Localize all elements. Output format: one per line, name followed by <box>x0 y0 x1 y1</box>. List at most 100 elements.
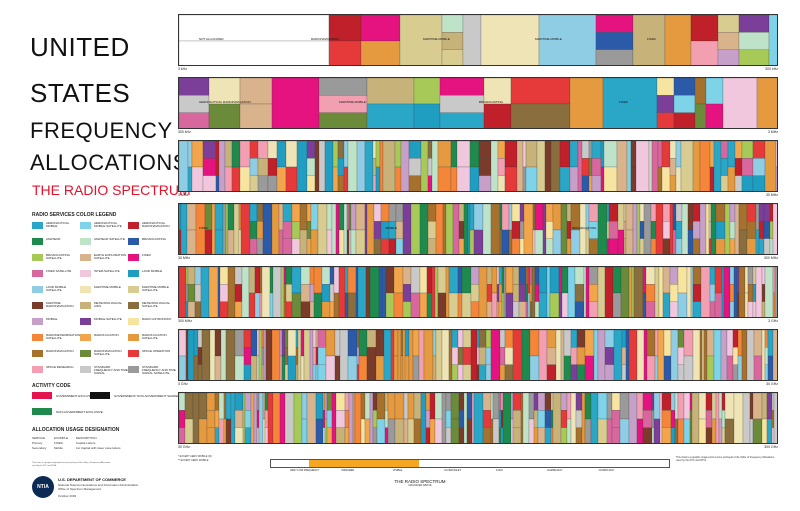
legend-label: SPACE OPERATION <box>142 349 171 353</box>
allocation-block <box>291 238 301 254</box>
allocation-block <box>662 267 671 294</box>
allocation-block <box>263 330 267 380</box>
allocation-block <box>490 418 494 443</box>
allocation-block <box>300 355 305 380</box>
allocation-block <box>186 229 197 254</box>
allocation-block <box>767 330 774 357</box>
allocation-block <box>343 166 349 191</box>
allocation-block <box>373 204 382 222</box>
allocation-block <box>227 267 236 317</box>
allocation-block <box>570 229 581 254</box>
allocation-block <box>498 301 503 317</box>
allocation-block <box>496 301 500 317</box>
allocation-block <box>346 229 350 254</box>
allocation-block <box>448 330 453 380</box>
allocation-block <box>249 175 259 191</box>
allocation-block <box>537 393 546 411</box>
allocation-block <box>437 292 447 317</box>
allocation-block <box>648 141 653 191</box>
allocation-block <box>559 141 571 168</box>
allocation-block <box>269 267 274 294</box>
allocation-block <box>360 15 401 42</box>
allocation-block <box>692 238 701 254</box>
legend-label: AERONAUTICAL MOBILE SATELLITE <box>94 221 122 228</box>
allocation-block <box>752 267 757 285</box>
allocation-block <box>193 330 199 357</box>
allocation-block <box>689 410 693 428</box>
legend-item: AMATEUR SATELLITE <box>80 236 128 248</box>
allocation-block <box>314 141 320 191</box>
legend-swatch <box>80 238 91 245</box>
band-service-label: BROADCASTING <box>479 100 504 104</box>
allocation-block <box>701 330 705 380</box>
allocation-block <box>636 393 644 420</box>
activity-swatch <box>32 408 52 415</box>
allocation-block <box>636 330 645 380</box>
band-start-label: 3 kHz <box>178 67 187 71</box>
allocation-block <box>584 418 592 443</box>
allocation-block <box>344 427 350 443</box>
allocation-block <box>193 355 199 380</box>
allocation-block <box>451 347 459 365</box>
allocation-block <box>191 166 204 191</box>
band-start-label: 3 MHz <box>178 193 189 197</box>
allocation-block <box>560 330 565 380</box>
allocation-block <box>364 418 371 443</box>
allocation-block <box>522 393 530 443</box>
allocation-block <box>518 301 527 317</box>
allocation-block <box>687 229 694 254</box>
allocation-block <box>560 410 568 428</box>
allocation-block <box>300 284 311 302</box>
legend-label: MARITIME MOBILE <box>94 285 121 289</box>
allocation-block <box>306 141 316 159</box>
legend-label: FIXED <box>142 253 151 257</box>
allocation-block <box>692 301 702 317</box>
allocation-block <box>262 418 266 443</box>
allocation-block <box>184 393 194 420</box>
allocation-block <box>208 267 219 317</box>
allocation-block <box>773 393 777 443</box>
allocation-block <box>706 355 715 380</box>
title-states: STATES <box>30 78 131 108</box>
allocation-block <box>718 418 723 443</box>
allocation-block <box>242 393 246 443</box>
allocation-block <box>202 158 217 176</box>
allocation-block <box>402 267 412 285</box>
allocation-block <box>343 141 349 168</box>
allocation-block <box>434 267 439 317</box>
allocation-block <box>683 418 691 443</box>
allocation-block <box>620 267 630 317</box>
allocation-block <box>567 267 576 317</box>
allocation-block <box>512 284 520 302</box>
legend-swatch <box>32 270 43 277</box>
allocation-block <box>372 175 377 191</box>
allocation-block <box>185 301 189 317</box>
allocation-block <box>437 166 452 191</box>
allocation-block <box>393 292 404 317</box>
allocation-block <box>646 330 656 357</box>
allocation-block <box>772 204 777 254</box>
allocation-block <box>683 355 694 380</box>
allocation-block <box>625 229 634 254</box>
allocation-block <box>458 427 465 443</box>
allocation-block <box>720 175 729 191</box>
legend-label: AERONAUTICAL MOBILE <box>46 221 70 228</box>
allocation-block <box>375 330 385 357</box>
legend-item: SPACE RESEARCH <box>32 364 80 376</box>
allocation-block <box>584 393 592 420</box>
allocation-block <box>356 141 366 191</box>
allocation-block <box>372 427 378 443</box>
allocation-block <box>590 393 599 443</box>
allocation-block <box>230 393 236 443</box>
allocation-block <box>322 410 326 428</box>
allocation-block <box>570 364 578 380</box>
allocation-block <box>326 204 333 231</box>
allocation-block <box>625 204 634 231</box>
allocation-block <box>612 267 622 294</box>
allocation-block <box>769 238 774 254</box>
allocation-block <box>595 49 634 65</box>
allocation-block <box>768 15 777 65</box>
allocation-block <box>673 95 696 113</box>
department-block: NTIA U.S. DEPARTMENT OF COMMERCE Nationa… <box>32 474 172 502</box>
legend-label: BROADCASTING SATELLITE <box>46 253 71 260</box>
